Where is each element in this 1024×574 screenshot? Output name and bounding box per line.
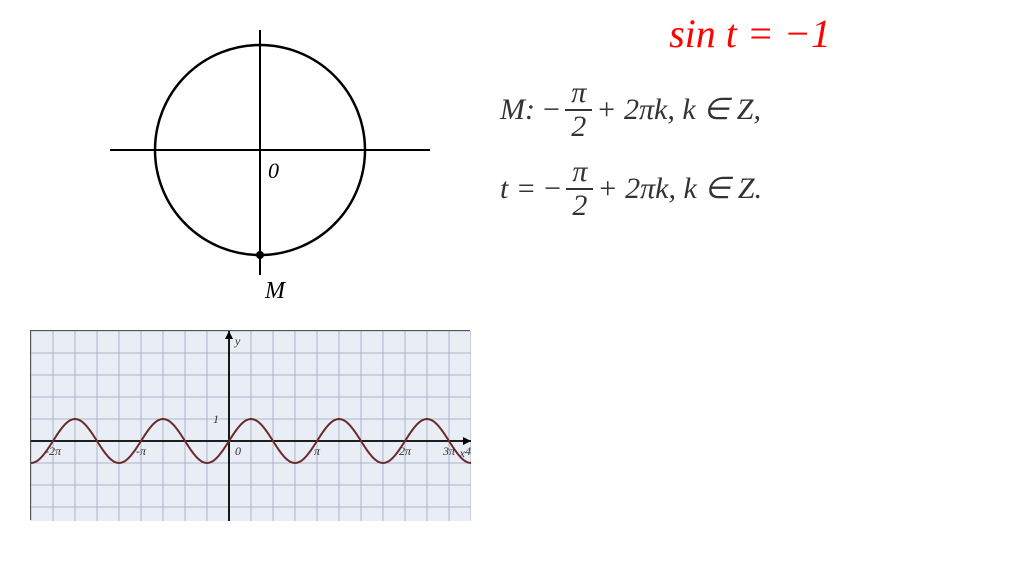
eq-m-tail: + 2πk, k ∈ Z,	[596, 92, 761, 127]
svg-text:π: π	[314, 444, 321, 458]
sine-graph-svg: yx10-2π-ππ2π3π4π	[31, 331, 471, 521]
eq-m-minus: −	[541, 93, 561, 127]
sine-graph: yx10-2π-ππ2π3π4π	[30, 330, 470, 520]
eq-t-lead: t =	[500, 172, 536, 206]
eq-m-lead: M:	[500, 93, 535, 127]
equation-t: t = − π 2 + 2πk, k ∈ Z.	[500, 156, 1000, 221]
equation-m: M: − π 2 + 2πk, k ∈ Z,	[500, 77, 1000, 142]
eq-t-minus: −	[542, 172, 562, 206]
point-m-label: M	[265, 278, 285, 305]
eq-m-fraction: π 2	[565, 77, 592, 142]
eq-m-frac-num: π	[565, 77, 592, 111]
eq-t-frac-den: 2	[566, 190, 593, 222]
svg-text:-2π: -2π	[45, 444, 62, 458]
eq-m-frac-den: 2	[565, 111, 592, 143]
unit-circle-svg	[70, 20, 450, 310]
svg-text:4π: 4π	[465, 444, 471, 458]
svg-text:3π: 3π	[442, 444, 456, 458]
svg-text:1: 1	[213, 412, 219, 426]
svg-text:0: 0	[235, 444, 241, 458]
svg-text:-π: -π	[136, 444, 147, 458]
eq-t-fraction: π 2	[566, 156, 593, 221]
unit-circle-diagram: 0 M	[70, 20, 450, 310]
eq-t-tail: + 2πk, k ∈ Z.	[597, 171, 762, 206]
equation-title: sin t = −1	[500, 10, 1000, 57]
origin-label: 0	[268, 158, 279, 184]
eq-t-frac-num: π	[566, 156, 593, 190]
svg-text:2π: 2π	[399, 444, 412, 458]
svg-text:y: y	[234, 334, 241, 348]
